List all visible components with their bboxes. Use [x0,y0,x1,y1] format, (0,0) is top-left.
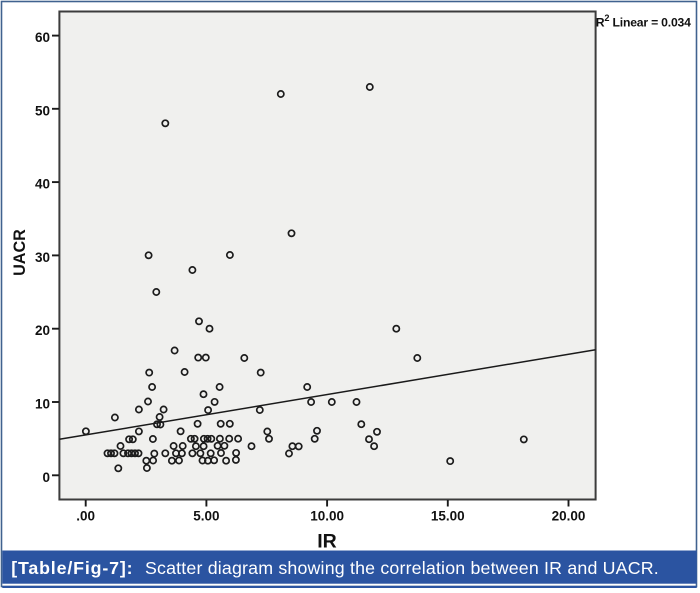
svg-text:50: 50 [35,103,50,118]
svg-text:.00: .00 [76,508,95,523]
svg-text:10: 10 [35,397,50,412]
svg-text:[Table/Fig-7]:Scatter diagram: [Table/Fig-7]: Scatter diagram showing th… [11,558,659,578]
svg-text:20.00: 20.00 [552,508,586,523]
svg-text:40: 40 [35,177,50,192]
svg-text:10.00: 10.00 [310,508,344,523]
svg-text:60: 60 [35,30,50,45]
svg-text:30: 30 [35,250,50,265]
svg-text:UACR: UACR [11,229,29,276]
svg-text:0: 0 [42,470,50,485]
svg-text:R2 Linear = 0.034: R2 Linear = 0.034 [596,13,691,30]
svg-text:IR: IR [317,531,337,553]
svg-text:5.00: 5.00 [193,508,219,523]
svg-text:15.00: 15.00 [431,508,465,523]
svg-text:20: 20 [35,323,50,338]
